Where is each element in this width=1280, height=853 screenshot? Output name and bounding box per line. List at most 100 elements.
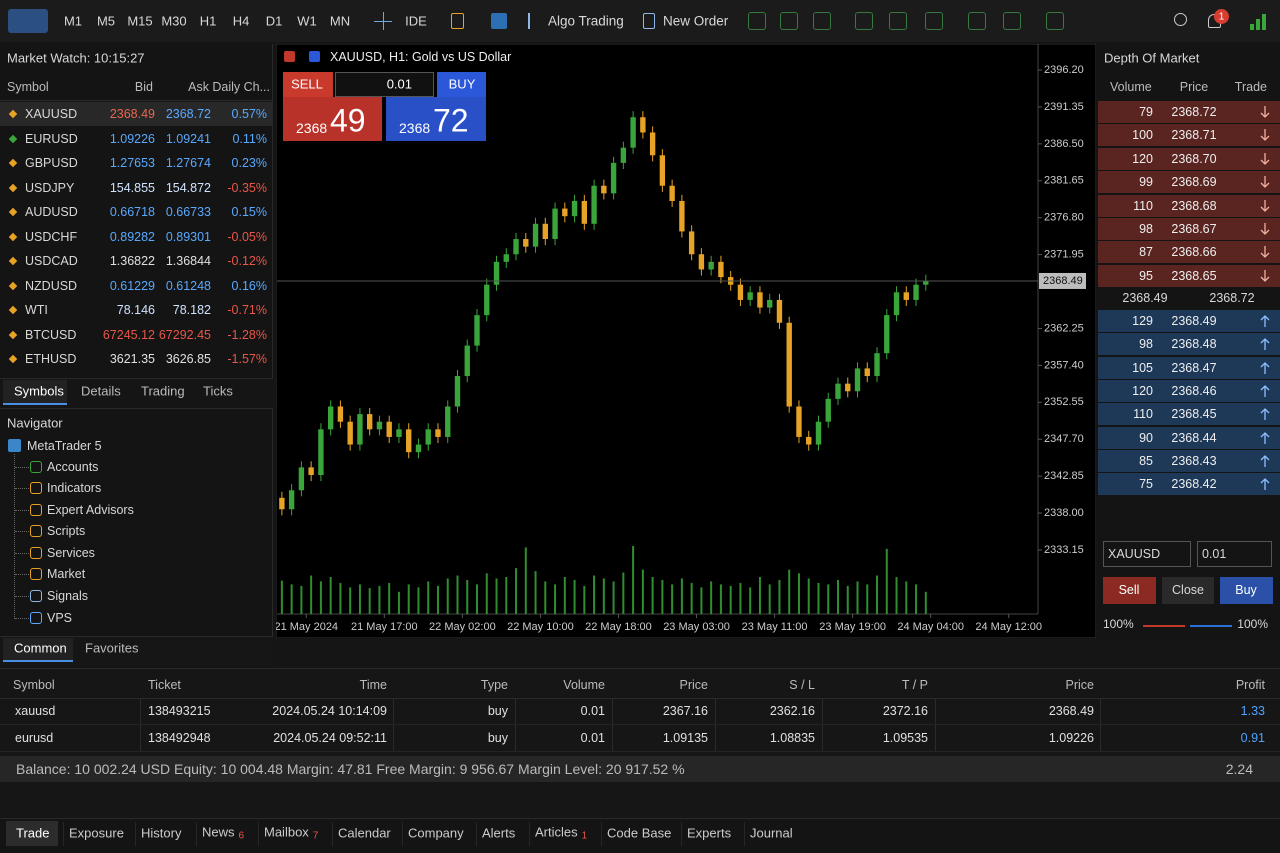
dom-sell-label[interactable]: Sell xyxy=(1118,583,1140,597)
tab-label[interactable]: History xyxy=(141,825,182,841)
timeframe-button[interactable]: MN xyxy=(329,13,351,29)
timeframe-button[interactable]: H4 xyxy=(232,13,250,29)
navigator-item[interactable]: Services xyxy=(47,546,95,560)
trade-arrow[interactable] xyxy=(1260,152,1270,166)
tool-icon[interactable] xyxy=(925,12,943,30)
table-header[interactable]: Ticket xyxy=(148,678,181,692)
tool-icon[interactable] xyxy=(855,12,873,30)
new-order-button[interactable]: New Order xyxy=(663,13,729,29)
dom-close-label[interactable]: Close xyxy=(1172,583,1204,597)
tab-label[interactable]: Company xyxy=(408,825,464,841)
bottom-tab[interactable]: Articles 1 xyxy=(535,825,587,842)
bottom-tab[interactable]: Trade xyxy=(16,826,49,841)
navigator-item[interactable]: Scripts xyxy=(47,524,86,538)
sell-button[interactable] xyxy=(283,72,333,97)
trade-arrow[interactable] xyxy=(1260,431,1270,445)
lot-value[interactable]: 0.01 xyxy=(386,76,412,92)
buy-button[interactable] xyxy=(437,72,486,97)
trade-arrow[interactable] xyxy=(1260,361,1270,375)
tool-icon[interactable] xyxy=(1003,12,1021,30)
symbol[interactable]: XAUUSD xyxy=(25,107,78,121)
tab-label[interactable]: Trade xyxy=(16,825,50,841)
timeframe-button[interactable]: M1 xyxy=(63,13,83,29)
timeframe-button[interactable]: M5 xyxy=(96,13,116,29)
navigator-item[interactable]: Accounts xyxy=(47,460,99,474)
symbol[interactable]: ETHUSD xyxy=(25,352,77,366)
search-icon[interactable] xyxy=(1174,13,1187,26)
symbol-tab[interactable]: Ticks xyxy=(203,383,233,399)
timeframe-button[interactable]: M15 xyxy=(127,13,153,29)
tab-label[interactable]: Experts xyxy=(687,825,732,841)
tab-label[interactable]: Mailbox xyxy=(264,824,309,840)
symbol-tab[interactable]: Symbols xyxy=(14,383,64,399)
dom-symbol[interactable]: XAUUSD xyxy=(1108,547,1161,561)
dom-buy-button[interactable] xyxy=(1220,577,1273,604)
table-header[interactable]: Profit xyxy=(1235,678,1265,692)
navigator-item[interactable]: Market xyxy=(47,567,86,581)
lot-input[interactable] xyxy=(335,72,434,97)
tool-icon[interactable] xyxy=(889,12,907,30)
dom-lot[interactable]: 0.01 xyxy=(1202,547,1227,561)
timeframe-button[interactable]: W1 xyxy=(297,13,317,29)
table-header[interactable]: Price xyxy=(679,678,708,692)
tool-icon[interactable] xyxy=(813,12,831,30)
symbol[interactable]: USDCAD xyxy=(25,254,78,268)
dom-lot-select[interactable] xyxy=(1197,541,1272,567)
trade-arrow[interactable] xyxy=(1260,384,1270,398)
symbol[interactable]: NZDUSD xyxy=(25,278,78,293)
tool-icon[interactable] xyxy=(968,12,986,30)
navigator-item[interactable]: VPS xyxy=(47,611,73,625)
bottom-tab[interactable]: Experts xyxy=(687,826,731,841)
table-header[interactable]: Time xyxy=(359,678,387,692)
trade-arrow[interactable] xyxy=(1260,128,1270,142)
trade-arrow[interactable] xyxy=(1260,477,1270,491)
trade-arrow[interactable] xyxy=(1260,175,1270,189)
trade-arrow[interactable] xyxy=(1260,314,1270,328)
symbol-tab[interactable]: Trading xyxy=(141,383,185,399)
tool-icon[interactable] xyxy=(1046,12,1064,30)
ide-button[interactable]: IDE xyxy=(405,13,427,29)
table-header[interactable]: Price xyxy=(1065,678,1094,692)
algo-trading-button[interactable]: Algo Trading xyxy=(548,13,624,29)
dom-buy-label[interactable]: Buy xyxy=(1235,583,1257,597)
bottom-tab[interactable]: News 6 xyxy=(202,825,244,842)
trade-arrow[interactable] xyxy=(1260,337,1270,351)
timeframe-button[interactable]: M30 xyxy=(161,13,187,29)
bottom-tab[interactable]: History xyxy=(141,826,181,841)
symbol[interactable]: USDJPY xyxy=(25,180,75,195)
bottom-tab[interactable]: Calendar xyxy=(338,826,391,841)
tab-label[interactable]: Calendar xyxy=(338,825,391,841)
trade-arrow[interactable] xyxy=(1260,222,1270,236)
timeframe-button[interactable]: D1 xyxy=(265,13,283,29)
timeframe-button[interactable]: H1 xyxy=(199,13,217,29)
trade-arrow[interactable] xyxy=(1260,245,1270,259)
tab-label[interactable]: Alerts xyxy=(482,825,516,841)
table-header[interactable]: S / L xyxy=(789,678,815,692)
symbol[interactable]: WTI xyxy=(25,303,48,317)
bottom-tab[interactable]: Journal xyxy=(750,826,793,841)
navigator-tab[interactable]: Common xyxy=(14,640,67,656)
sell-price-box[interactable] xyxy=(283,97,382,141)
symbol[interactable]: BTCUSD xyxy=(25,327,77,342)
table-header[interactable]: Type xyxy=(480,678,508,692)
trade-arrow[interactable] xyxy=(1260,105,1270,119)
symbol[interactable]: USDCHF xyxy=(25,229,78,244)
table-header[interactable]: Volume xyxy=(563,678,605,692)
bottom-tab[interactable]: Alerts xyxy=(482,826,515,841)
buy-label[interactable]: BUY xyxy=(448,76,476,92)
trade-arrow[interactable] xyxy=(1260,407,1270,421)
bottom-tab[interactable]: Exposure xyxy=(69,826,124,841)
tool-icon[interactable] xyxy=(780,12,798,30)
tab-label[interactable]: Code Base xyxy=(607,825,672,841)
sell-label[interactable]: SELL xyxy=(291,76,323,92)
table-header[interactable]: Symbol xyxy=(13,678,55,692)
bottom-tab[interactable]: Mailbox 7 xyxy=(264,825,318,842)
bottom-tab[interactable]: Company xyxy=(408,826,464,841)
navigator-tab[interactable]: Favorites xyxy=(85,640,139,656)
buy-price-box[interactable] xyxy=(386,97,486,141)
chart-type-button[interactable] xyxy=(8,9,48,33)
dom-close-button[interactable] xyxy=(1162,577,1214,604)
symbol[interactable]: EURUSD xyxy=(25,131,78,146)
navigator-item[interactable]: Signals xyxy=(47,589,88,603)
tab-label[interactable]: News xyxy=(202,824,235,840)
